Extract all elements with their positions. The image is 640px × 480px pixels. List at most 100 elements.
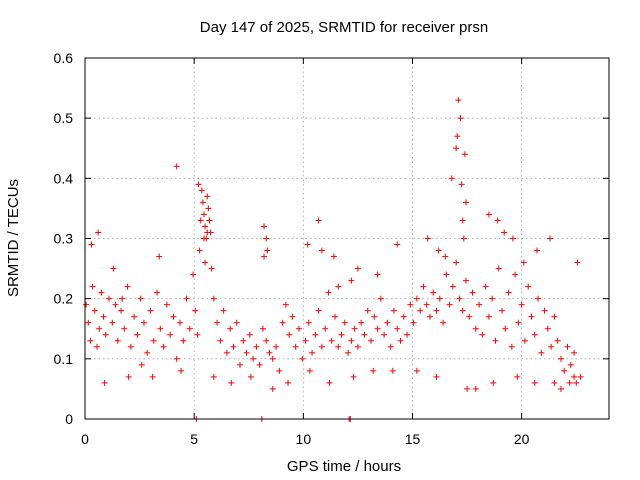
data-point: [557, 385, 564, 392]
data-point: [394, 241, 401, 248]
data-point: [453, 259, 460, 266]
data-point: [110, 265, 117, 272]
data-point: [167, 331, 174, 338]
data-point: [196, 247, 203, 254]
data-point: [246, 331, 253, 338]
data-point: [137, 295, 144, 302]
data-point: [492, 337, 499, 344]
data-point: [397, 337, 404, 344]
data-point: [461, 151, 468, 158]
data-point: [381, 331, 388, 338]
data-point: [354, 265, 361, 272]
data-point: [476, 301, 483, 308]
data-point: [407, 301, 414, 308]
data-point: [247, 373, 254, 380]
y-tick-label: 0.5: [54, 110, 74, 126]
data-point: [194, 331, 201, 338]
data-point: [195, 181, 202, 188]
data-point: [163, 301, 170, 308]
data-point: [350, 373, 357, 380]
data-point: [348, 277, 355, 284]
data-point: [525, 283, 532, 290]
data-point: [502, 325, 509, 332]
data-point: [335, 283, 342, 290]
data-point: [430, 289, 437, 296]
data-point: [548, 343, 555, 350]
data-point: [269, 385, 276, 392]
data-point: [199, 199, 206, 206]
data-point: [566, 379, 573, 386]
data-point: [112, 301, 119, 308]
data-point: [282, 301, 289, 308]
data-point: [259, 325, 266, 332]
data-point: [214, 319, 221, 326]
data-point: [304, 241, 311, 248]
data-point: [190, 271, 197, 278]
data-point: [269, 355, 276, 362]
data-point: [173, 355, 180, 362]
data-point: [273, 343, 280, 350]
data-point: [466, 313, 473, 320]
data-point: [508, 343, 515, 350]
data-point: [263, 235, 270, 242]
data-point: [541, 307, 548, 314]
x-tick-label: 15: [405, 431, 421, 447]
data-point: [192, 307, 199, 314]
data-point: [341, 319, 348, 326]
data-point: [156, 253, 163, 260]
data-point: [518, 301, 525, 308]
data-point: [335, 343, 342, 350]
data-point: [100, 313, 107, 320]
data-point: [489, 295, 496, 302]
data-point: [384, 319, 391, 326]
data-point: [207, 229, 214, 236]
data-point: [243, 349, 250, 356]
data-point: [124, 283, 131, 290]
data-point: [144, 349, 151, 356]
data-point: [472, 385, 479, 392]
data-point: [443, 271, 450, 278]
data-point: [404, 331, 411, 338]
data-point: [206, 217, 213, 224]
data-point: [394, 325, 401, 332]
data-point: [364, 307, 371, 314]
data-points: [83, 97, 584, 422]
y-axis-label: SRMTID / TECUs: [5, 179, 22, 297]
data-point: [547, 235, 554, 242]
data-point: [561, 367, 568, 374]
data-point: [204, 193, 211, 200]
data-point: [261, 223, 268, 230]
data-point: [370, 367, 377, 374]
data-point: [285, 379, 292, 386]
data-point: [230, 343, 237, 350]
data-point: [85, 319, 92, 326]
data-point: [261, 253, 268, 260]
data-point: [390, 307, 397, 314]
data-point: [509, 235, 516, 242]
data-point: [227, 325, 234, 332]
data-point: [514, 373, 521, 380]
data-point: [459, 307, 466, 314]
data-point: [440, 319, 447, 326]
data-point: [479, 331, 486, 338]
data-point: [318, 247, 325, 254]
data-point: [256, 361, 263, 368]
data-point: [567, 361, 574, 368]
data-point: [150, 337, 157, 344]
data-point: [315, 217, 322, 224]
data-point: [458, 181, 465, 188]
data-point: [457, 115, 464, 122]
data-point: [326, 379, 333, 386]
data-point: [118, 307, 125, 314]
data-point: [149, 373, 156, 380]
data-point: [417, 307, 424, 314]
data-point: [325, 289, 332, 296]
data-point: [83, 301, 90, 308]
data-point: [505, 289, 512, 296]
chart-title: Day 147 of 2025, SRMTID for receiver prs…: [200, 19, 488, 36]
data-point: [312, 331, 319, 338]
data-point: [223, 349, 230, 356]
data-point: [96, 325, 103, 332]
data-point: [389, 367, 396, 374]
